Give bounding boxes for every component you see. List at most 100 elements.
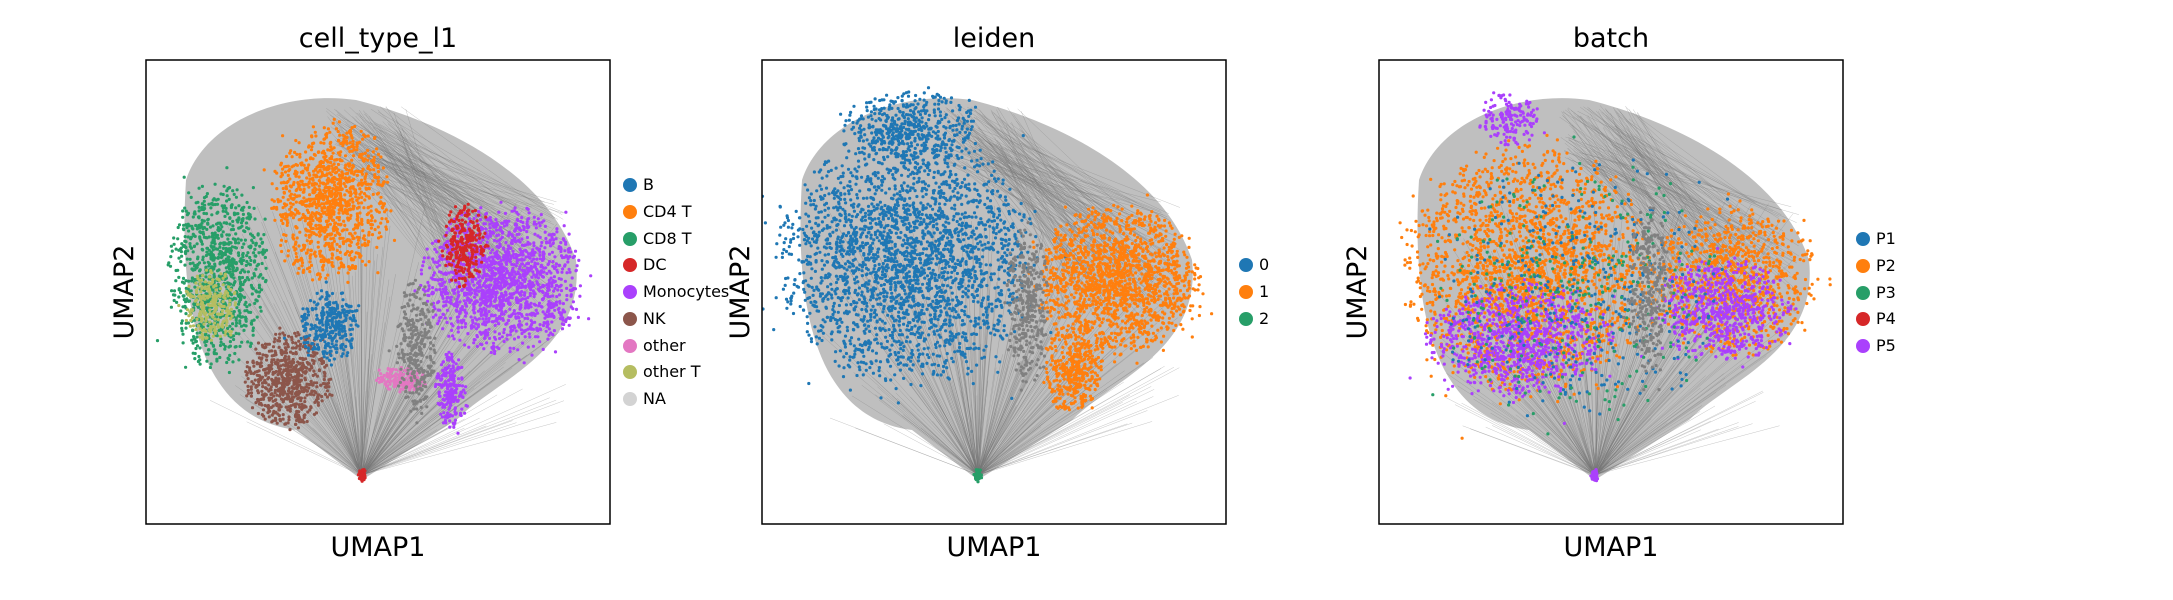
cell-point <box>360 259 364 263</box>
cell-point <box>217 229 221 233</box>
cell-point <box>332 311 336 315</box>
cell-point <box>512 346 516 350</box>
cell-point <box>177 256 181 260</box>
cell-point <box>541 310 545 314</box>
cell-point <box>324 322 328 326</box>
cell-point <box>326 273 330 277</box>
cell-point <box>328 306 332 311</box>
cell-point <box>479 310 484 314</box>
cell-point <box>532 244 536 248</box>
cell-point <box>179 250 183 254</box>
cell-point <box>313 372 317 376</box>
cell-point <box>234 195 238 199</box>
neighbor-edge <box>363 334 556 476</box>
cell-point <box>197 205 201 209</box>
cell-point <box>283 212 288 216</box>
cell-point <box>558 317 563 321</box>
cell-point <box>300 364 304 368</box>
cell-point <box>256 341 261 345</box>
cell-point <box>256 391 260 395</box>
neighbor-edge <box>361 311 368 476</box>
cell-point <box>330 261 334 265</box>
cell-point <box>523 316 527 320</box>
cell-point <box>226 285 231 289</box>
cell-point <box>355 198 359 202</box>
cell-point <box>546 337 550 341</box>
cell-point <box>309 197 313 201</box>
neighbor-edge <box>363 150 471 220</box>
cell-point <box>192 337 196 341</box>
cell-point <box>300 319 304 323</box>
cell-point <box>485 240 489 244</box>
cell-point <box>376 179 380 183</box>
cell-point <box>305 176 309 180</box>
cell-point <box>295 211 299 215</box>
cell-point <box>312 326 316 330</box>
cell-point <box>516 279 520 283</box>
cell-point <box>497 308 501 312</box>
cell-point <box>211 198 215 202</box>
cell-point <box>300 402 304 406</box>
neighbor-edge <box>373 126 545 203</box>
cell-point <box>300 407 304 411</box>
cell-point <box>272 199 276 203</box>
cell-point <box>358 211 362 215</box>
cell-point <box>283 259 287 263</box>
cell-point <box>207 312 212 316</box>
cell-point <box>315 227 319 231</box>
cell-point <box>284 359 288 363</box>
cell-point <box>227 309 231 313</box>
cell-point <box>209 338 213 342</box>
cell-point <box>309 249 313 253</box>
cell-point <box>344 201 348 205</box>
cell-point <box>193 285 197 289</box>
cell-point <box>337 208 341 212</box>
cell-point <box>302 163 306 167</box>
neighbor-edge <box>257 206 364 476</box>
neighbor-edge <box>361 428 448 476</box>
cell-point <box>379 221 383 225</box>
cell-point <box>201 335 205 339</box>
cell-point <box>563 264 567 268</box>
cell-point <box>550 320 554 324</box>
cell-point <box>262 168 266 172</box>
cell-point <box>260 356 264 360</box>
cell-point <box>196 302 200 306</box>
cell-point <box>499 200 503 204</box>
cell-point <box>543 246 547 250</box>
cell-point <box>181 276 186 280</box>
cell-point <box>306 310 310 314</box>
cell-point <box>298 152 302 156</box>
cell-point <box>276 339 280 343</box>
cell-point <box>344 163 348 167</box>
cell-point <box>533 312 537 316</box>
cell-point <box>311 278 315 282</box>
cell-point <box>306 307 310 311</box>
cell-point <box>343 193 347 197</box>
cell-point <box>234 324 238 328</box>
cell-point <box>327 319 331 323</box>
cell-point <box>362 133 366 137</box>
cell-point <box>312 369 316 373</box>
cell-point <box>342 348 346 352</box>
cell-point <box>299 385 304 390</box>
cell-point <box>206 222 210 226</box>
cell-point <box>519 281 523 285</box>
cell-point <box>210 265 214 269</box>
cell-point <box>578 294 582 298</box>
cell-point <box>341 236 345 240</box>
cell-point <box>528 256 532 260</box>
cell-point <box>557 277 561 281</box>
cell-point <box>307 180 311 184</box>
cell-point <box>252 206 256 210</box>
cell-point <box>201 337 205 341</box>
cell-point <box>350 250 354 254</box>
cell-point <box>319 329 323 333</box>
cell-point <box>567 323 571 327</box>
cell-point <box>423 289 427 293</box>
cell-point <box>233 280 237 284</box>
cell-point <box>326 181 330 185</box>
neighbor-edge <box>357 249 362 476</box>
neighbor-edge <box>400 130 453 301</box>
cell-point <box>197 209 201 213</box>
